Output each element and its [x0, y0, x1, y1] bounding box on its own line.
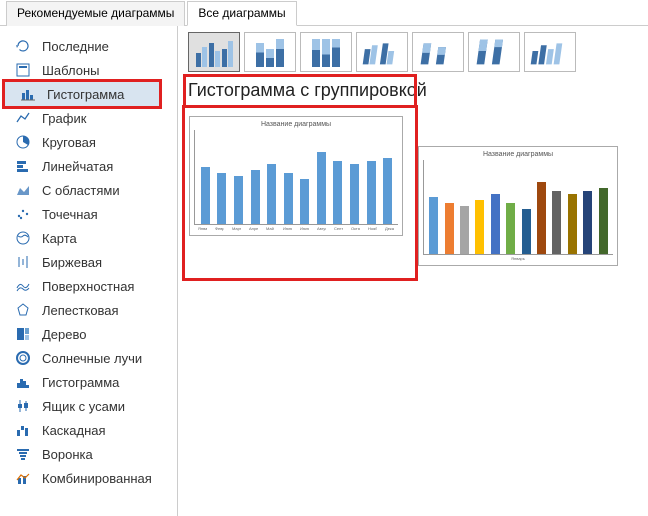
sidebar-item-column[interactable]: Гистограмма: [5, 82, 159, 106]
sidebar-item-treemap[interactable]: Дерево: [0, 322, 177, 346]
boxwhisker-chart-icon: [14, 397, 32, 415]
pie-chart-icon: [14, 133, 32, 151]
sidebar-item-bar[interactable]: Линейчатая: [0, 154, 177, 178]
sidebar-item-label: Последние: [42, 39, 109, 54]
bar-chart-icon: [14, 157, 32, 175]
sidebar-item-label: Гистограмма: [42, 375, 119, 390]
treemap-chart-icon: [14, 325, 32, 343]
sidebar-item-waterfall[interactable]: Каскадная: [0, 418, 177, 442]
mini-chart-multi: [423, 160, 613, 255]
chart-content: Гистограмма с группировкой Название диаг…: [178, 26, 648, 516]
column-chart-icon: [19, 85, 37, 103]
tab-recommended[interactable]: Рекомендуемые диаграммы: [6, 1, 185, 26]
sidebar-item-label: Солнечные лучи: [42, 351, 142, 366]
sidebar-item-boxwhisker[interactable]: Ящик с усами: [0, 394, 177, 418]
sidebar-item-label: Лепестковая: [42, 303, 119, 318]
sidebar-item-label: С областями: [42, 183, 120, 198]
sidebar-item-label: Биржевая: [42, 255, 102, 270]
sidebar-item-label: График: [42, 111, 86, 126]
subtype-stacked3d100[interactable]: [468, 32, 520, 72]
sidebar-item-label: Гистограмма: [47, 87, 124, 102]
chart-category-sidebar: Последние Шаблоны Гистограмма График Кру…: [0, 26, 178, 516]
sidebar-item-label: Комбинированная: [42, 471, 152, 486]
tab-all[interactable]: Все диаграммы: [187, 1, 296, 26]
sidebar-item-stock[interactable]: Биржевая: [0, 250, 177, 274]
subtype-stacked100[interactable]: [300, 32, 352, 72]
sidebar-item-line[interactable]: График: [0, 106, 177, 130]
histogram-chart-icon: [14, 373, 32, 391]
sidebar-item-label: Круговая: [42, 135, 96, 150]
sidebar-item-sunburst[interactable]: Солнечные лучи: [0, 346, 177, 370]
subtype-column3d[interactable]: [524, 32, 576, 72]
stock-chart-icon: [14, 253, 32, 271]
sidebar-item-combo[interactable]: Комбинированная: [0, 466, 177, 490]
sidebar-item-label: Воронка: [42, 447, 93, 462]
area-chart-icon: [14, 181, 32, 199]
line-chart-icon: [14, 109, 32, 127]
template-icon: [14, 61, 32, 79]
sidebar-item-pie[interactable]: Круговая: [0, 130, 177, 154]
chart-preview-1[interactable]: Название диаграммы ЯнварьФевральМартАпре…: [189, 116, 403, 236]
sidebar-item-scatter[interactable]: Точечная: [0, 202, 177, 226]
funnel-chart-icon: [14, 445, 32, 463]
recent-icon: [14, 37, 32, 55]
radar-chart-icon: [14, 301, 32, 319]
subtype-stacked3d[interactable]: [412, 32, 464, 72]
sidebar-item-label: Шаблоны: [42, 63, 100, 78]
subtype-clustered[interactable]: [188, 32, 240, 72]
sidebar-item-label: Линейчатая: [42, 159, 113, 174]
sidebar-item-label: Дерево: [42, 327, 86, 342]
preview-title: Название диаграммы: [261, 121, 331, 128]
sidebar-item-recent[interactable]: Последние: [0, 34, 177, 58]
sidebar-item-surface[interactable]: Поверхностная: [0, 274, 177, 298]
surface-chart-icon: [14, 277, 32, 295]
sidebar-item-area[interactable]: С областями: [0, 178, 177, 202]
subtype-clustered3d[interactable]: [356, 32, 408, 72]
combo-chart-icon: [14, 469, 32, 487]
sidebar-item-label: Поверхностная: [42, 279, 134, 294]
waterfall-chart-icon: [14, 421, 32, 439]
chart-dialog-tabs: Рекомендуемые диаграммы Все диаграммы: [0, 0, 648, 26]
sidebar-item-radar[interactable]: Лепестковая: [0, 298, 177, 322]
chart-subtypes-row: [188, 32, 576, 72]
map-chart-icon: [14, 229, 32, 247]
sidebar-item-funnel[interactable]: Воронка: [0, 442, 177, 466]
sidebar-item-label: Карта: [42, 231, 77, 246]
subtype-stacked[interactable]: [244, 32, 296, 72]
mini-chart-blue: [194, 130, 398, 225]
sunburst-chart-icon: [14, 349, 32, 367]
sidebar-item-label: Ящик с усами: [42, 399, 125, 414]
sidebar-item-label: Точечная: [42, 207, 98, 222]
preview-title: Название диаграммы: [483, 151, 553, 158]
scatter-chart-icon: [14, 205, 32, 223]
sidebar-item-map[interactable]: Карта: [0, 226, 177, 250]
sidebar-item-histogram[interactable]: Гистограмма: [0, 370, 177, 394]
chart-preview-2[interactable]: Название диаграммы Январь: [418, 146, 618, 266]
sidebar-item-label: Каскадная: [42, 423, 106, 438]
